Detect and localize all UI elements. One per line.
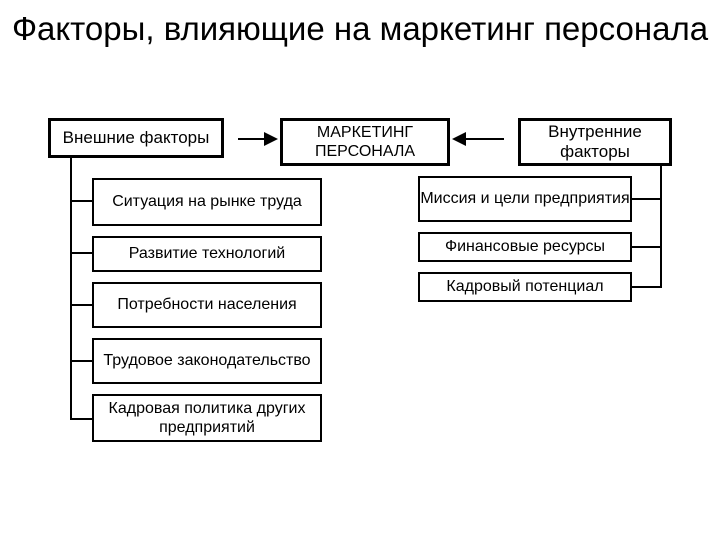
ext-branch-2 [70, 252, 92, 254]
int-spine [660, 166, 662, 288]
ext-branch-4 [70, 360, 92, 362]
node-label: Ситуация на рынке труда [112, 192, 302, 211]
conn-ext-center [238, 138, 266, 140]
node-label: Потребности населения [117, 295, 296, 314]
node-label: Трудовое законодательство [103, 351, 310, 370]
node-label: Внешние факторы [63, 128, 210, 148]
node-label: Кадровая политика других предприятий [94, 399, 320, 437]
node-internal-factors: Внутренние факторы [518, 118, 672, 166]
ext-spine [70, 158, 72, 420]
arrowhead-int-to-center [452, 132, 466, 146]
node-int3: Кадровый потенциал [418, 272, 632, 302]
node-external-factors: Внешние факторы [48, 118, 224, 158]
node-ext3: Потребности населения [92, 282, 322, 328]
node-label: МАРКЕТИНГ ПЕРСОНАЛА [283, 123, 447, 161]
node-ext4: Трудовое законодательство [92, 338, 322, 384]
slide-title: Факторы, влияющие на маркетинг персонала [0, 10, 720, 48]
node-label: Миссия и цели предприятия [420, 189, 629, 208]
ext-branch-3 [70, 304, 92, 306]
node-label: Кадровый потенциал [446, 277, 603, 296]
ext-branch-5 [70, 418, 92, 420]
ext-branch-1 [70, 200, 92, 202]
node-label: Развитие технологий [129, 244, 285, 263]
conn-int-center [464, 138, 504, 140]
node-ext1: Ситуация на рынке труда [92, 178, 322, 226]
node-ext5: Кадровая политика других предприятий [92, 394, 322, 442]
node-ext2: Развитие технологий [92, 236, 322, 272]
diagram-canvas: Факторы, влияющие на маркетинг персонала… [0, 0, 720, 540]
node-center-marketing: МАРКЕТИНГ ПЕРСОНАЛА [280, 118, 450, 166]
node-int1: Миссия и цели предприятия [418, 176, 632, 222]
int-branch-1 [632, 198, 660, 200]
node-label: Финансовые ресурсы [445, 237, 605, 256]
int-branch-3 [632, 286, 660, 288]
arrowhead-ext-to-center [264, 132, 278, 146]
node-int2: Финансовые ресурсы [418, 232, 632, 262]
node-label: Внутренние факторы [521, 122, 669, 163]
int-branch-2 [632, 246, 660, 248]
